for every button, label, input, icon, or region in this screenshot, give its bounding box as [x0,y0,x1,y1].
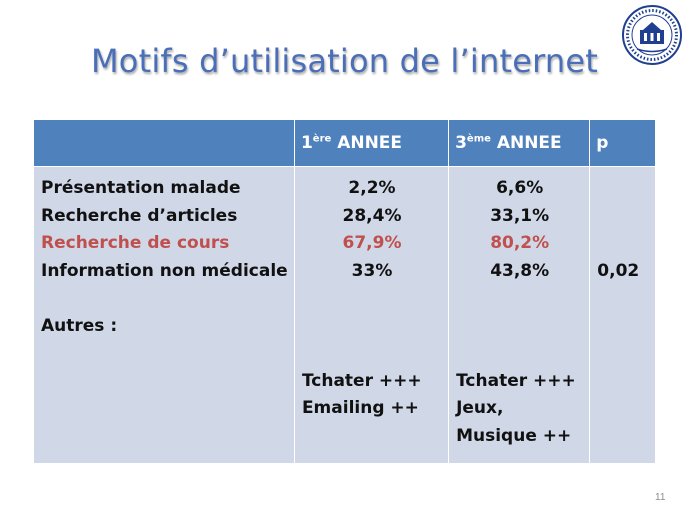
first-year-cell: 2,2% 28,4% 67,9% 33% Tchater +++ Emailin… [294,166,450,463]
header-p-value: p [589,120,655,167]
p-value-cell: 0,02 [589,166,655,463]
y3-articles: 33,1% [490,205,550,226]
y3-presentation: 6,6% [496,178,544,198]
y1-autres-2: Emailing ++ [301,398,419,418]
header-empty-cell [34,120,295,167]
label-info: Information non médicale [41,260,288,281]
label-articles: Recherche d’articles [41,205,238,226]
header-third-year-label: ANNEE [490,133,562,153]
y3-autres-2: Jeux, [456,398,504,418]
y3-autres-1: Tchater +++ [456,370,576,391]
y3-info: 43,8% [490,260,550,281]
header-third-year-sup: ème [466,133,491,145]
table-header-row: 1ère ANNEE 3ème ANNEE p [34,120,655,167]
y3-cours: 80,2% [490,233,550,253]
table-row: Présentation malade Recherche d’articles… [34,166,655,463]
header-first-year-sup: ère [312,133,332,145]
header-first-year-num: 1 [300,133,313,153]
usage-motives-table: 1ère ANNEE 3ème ANNEE p Présentation mal… [34,120,655,463]
label-cours: Recherche de cours [41,233,230,253]
third-year-cell: 6,6% 33,1% 80,2% 43,8% Tchater +++ Jeux,… [448,166,591,463]
p-value: 0,02 [597,260,640,281]
y1-info: 33% [351,260,393,281]
header-third-year-num: 3 [455,133,467,153]
slide-title: Motifs d’utilisation de l’internet [90,42,599,80]
slide-number: 11 [655,492,666,503]
y1-autres-1: Tchater +++ [301,370,422,391]
university-seal-logo [619,4,685,66]
y3-autres-3: Musique ++ [456,425,572,446]
header-first-year-label: ANNEE [331,133,403,153]
label-autres: Autres : [41,315,118,336]
label-presentation: Présentation malade [41,178,241,198]
y1-articles: 28,4% [342,205,402,226]
y1-cours: 67,9% [342,233,402,253]
header-third-year: 3ème ANNEE [448,120,591,167]
header-first-year: 1ère ANNEE [294,120,450,167]
labels-cell: Présentation malade Recherche d’articles… [34,166,295,463]
y1-presentation: 2,2% [348,178,396,198]
